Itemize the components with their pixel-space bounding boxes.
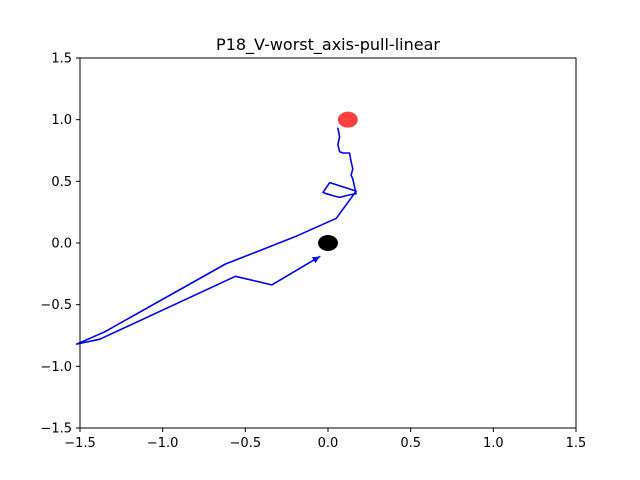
x-tick-label: −1.0 [147, 436, 179, 451]
x-tick-label: 0.5 [400, 436, 421, 451]
x-tick-label: −1.5 [64, 436, 96, 451]
y-tick-label: 1.0 [51, 113, 72, 128]
y-tick-label: 1.5 [51, 52, 72, 67]
y-axis: −1.5 −1.0 −0.5 0.0 0.5 1.0 1.5 [40, 52, 80, 437]
x-tick-label: 0.0 [318, 436, 339, 451]
x-tick-label: −0.5 [230, 436, 262, 451]
y-tick-label: −0.5 [40, 298, 72, 313]
chart-title: P18_V-worst_axis-pull-linear [216, 35, 440, 55]
y-tick-label: −1.0 [40, 360, 72, 375]
x-axis: −1.5 −1.0 −0.5 0.0 0.5 1.0 1.5 [64, 428, 586, 451]
x-tick-label: 1.5 [566, 436, 587, 451]
goal-marker [337, 111, 358, 128]
data-layer [75, 111, 358, 345]
trajectory-arrowhead [311, 256, 320, 264]
y-tick-label: −1.5 [40, 422, 72, 437]
trajectory-line [75, 127, 357, 345]
x-tick-label: 1.0 [483, 436, 504, 451]
y-tick-label: 0.0 [51, 237, 72, 252]
start-marker [318, 235, 338, 251]
y-tick-label: 0.5 [51, 175, 72, 190]
